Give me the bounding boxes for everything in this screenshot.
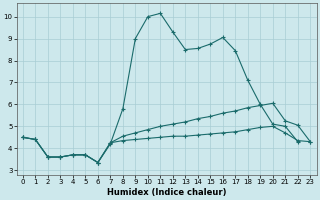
- X-axis label: Humidex (Indice chaleur): Humidex (Indice chaleur): [107, 188, 226, 197]
